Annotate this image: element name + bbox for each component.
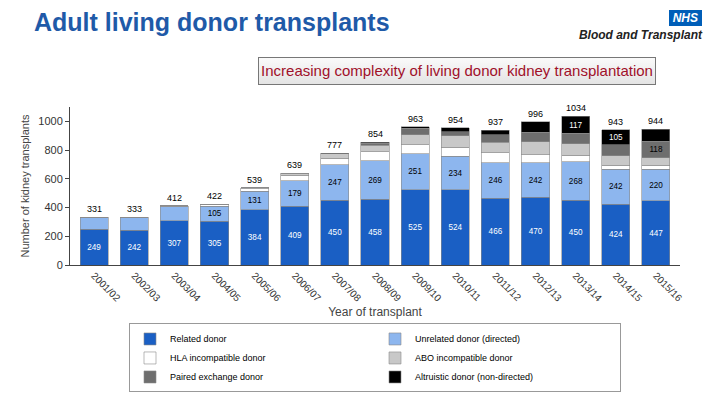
svg-text:Altruistic donor (non-directed: Altruistic donor (non-directed): [415, 372, 533, 382]
svg-text:200: 200: [44, 230, 62, 242]
svg-text:777: 777: [327, 140, 342, 150]
svg-text:447: 447: [649, 229, 663, 238]
svg-text:2011/12: 2011/12: [490, 270, 523, 303]
svg-text:117: 117: [569, 121, 582, 130]
svg-text:Unrelated donor (directed): Unrelated donor (directed): [415, 334, 520, 344]
svg-text:118: 118: [649, 145, 662, 154]
svg-text:333: 333: [127, 204, 142, 214]
svg-text:1034: 1034: [566, 103, 586, 113]
svg-text:1000: 1000: [38, 115, 62, 127]
svg-text:996: 996: [528, 109, 543, 119]
svg-text:2010/11: 2010/11: [450, 270, 483, 303]
svg-text:943: 943: [608, 117, 623, 127]
svg-text:639: 639: [287, 160, 302, 170]
html-text:Adult living donor transplants: Adult living donor transplants: [34, 8, 390, 36]
svg-text:331: 331: [87, 204, 102, 214]
svg-text:ABO incompatible donor: ABO incompatible donor: [415, 353, 513, 363]
svg-text:937: 937: [488, 117, 503, 127]
svg-text:384: 384: [248, 233, 262, 242]
svg-text:131: 131: [248, 196, 262, 205]
svg-text:422: 422: [207, 191, 222, 201]
svg-text:944: 944: [648, 116, 663, 126]
svg-text:954: 954: [448, 115, 463, 125]
svg-text:Paired exchange donor: Paired exchange donor: [170, 372, 263, 382]
svg-text:179: 179: [288, 189, 302, 198]
svg-text:307: 307: [168, 239, 182, 248]
svg-text:0: 0: [57, 259, 63, 271]
html-text:NHS: NHS: [672, 11, 698, 25]
svg-text:2015/16: 2015/16: [651, 270, 685, 304]
svg-text:105: 105: [208, 209, 222, 218]
svg-text:2007/08: 2007/08: [330, 270, 364, 304]
svg-text:Number of kidney transplants: Number of kidney transplants: [19, 114, 31, 258]
svg-text:269: 269: [368, 176, 382, 185]
svg-text:242: 242: [529, 176, 543, 185]
html-text:Blood and Transplant: Blood and Transplant: [578, 28, 702, 42]
svg-text:2008/09: 2008/09: [370, 270, 404, 304]
svg-text:234: 234: [448, 169, 462, 178]
svg-text:450: 450: [569, 228, 583, 237]
svg-text:242: 242: [609, 182, 623, 191]
svg-text:470: 470: [529, 227, 543, 236]
svg-text:424: 424: [609, 230, 623, 239]
svg-text:2005/06: 2005/06: [250, 270, 284, 304]
svg-text:466: 466: [489, 227, 503, 236]
svg-text:2002/03: 2002/03: [129, 270, 163, 304]
svg-text:Year of transplant: Year of transplant: [328, 305, 422, 319]
svg-text:2013/14: 2013/14: [571, 270, 605, 304]
svg-text:963: 963: [408, 114, 423, 124]
svg-text:105: 105: [609, 133, 623, 142]
html-text:Increasing complexity of livin: Increasing complexity of living donor ki…: [261, 62, 653, 79]
svg-text:539: 539: [247, 175, 262, 185]
svg-text:458: 458: [368, 228, 382, 237]
svg-text:524: 524: [448, 223, 462, 232]
svg-text:305: 305: [208, 239, 222, 248]
svg-text:412: 412: [167, 193, 182, 203]
svg-text:2004/05: 2004/05: [210, 270, 244, 304]
svg-text:HLA incompatible donor: HLA incompatible donor: [170, 353, 266, 363]
svg-text:Related donor: Related donor: [170, 334, 227, 344]
svg-text:2006/07: 2006/07: [290, 270, 324, 304]
svg-text:268: 268: [569, 177, 583, 186]
svg-text:450: 450: [328, 228, 342, 237]
svg-text:2009/10: 2009/10: [410, 270, 444, 304]
svg-text:400: 400: [44, 201, 62, 213]
svg-text:2003/04: 2003/04: [169, 270, 203, 304]
svg-text:220: 220: [649, 181, 663, 190]
svg-text:251: 251: [408, 167, 422, 176]
svg-text:2014/15: 2014/15: [611, 270, 645, 304]
svg-text:249: 249: [87, 243, 101, 252]
svg-text:600: 600: [44, 173, 62, 185]
svg-text:2001/02: 2001/02: [89, 270, 123, 304]
svg-text:854: 854: [368, 129, 383, 139]
svg-text:2012/13: 2012/13: [531, 270, 565, 304]
svg-text:525: 525: [408, 223, 422, 232]
svg-text:800: 800: [44, 144, 62, 156]
svg-text:247: 247: [328, 178, 342, 187]
svg-text:246: 246: [489, 176, 503, 185]
svg-text:242: 242: [127, 243, 141, 252]
svg-text:409: 409: [288, 231, 302, 240]
